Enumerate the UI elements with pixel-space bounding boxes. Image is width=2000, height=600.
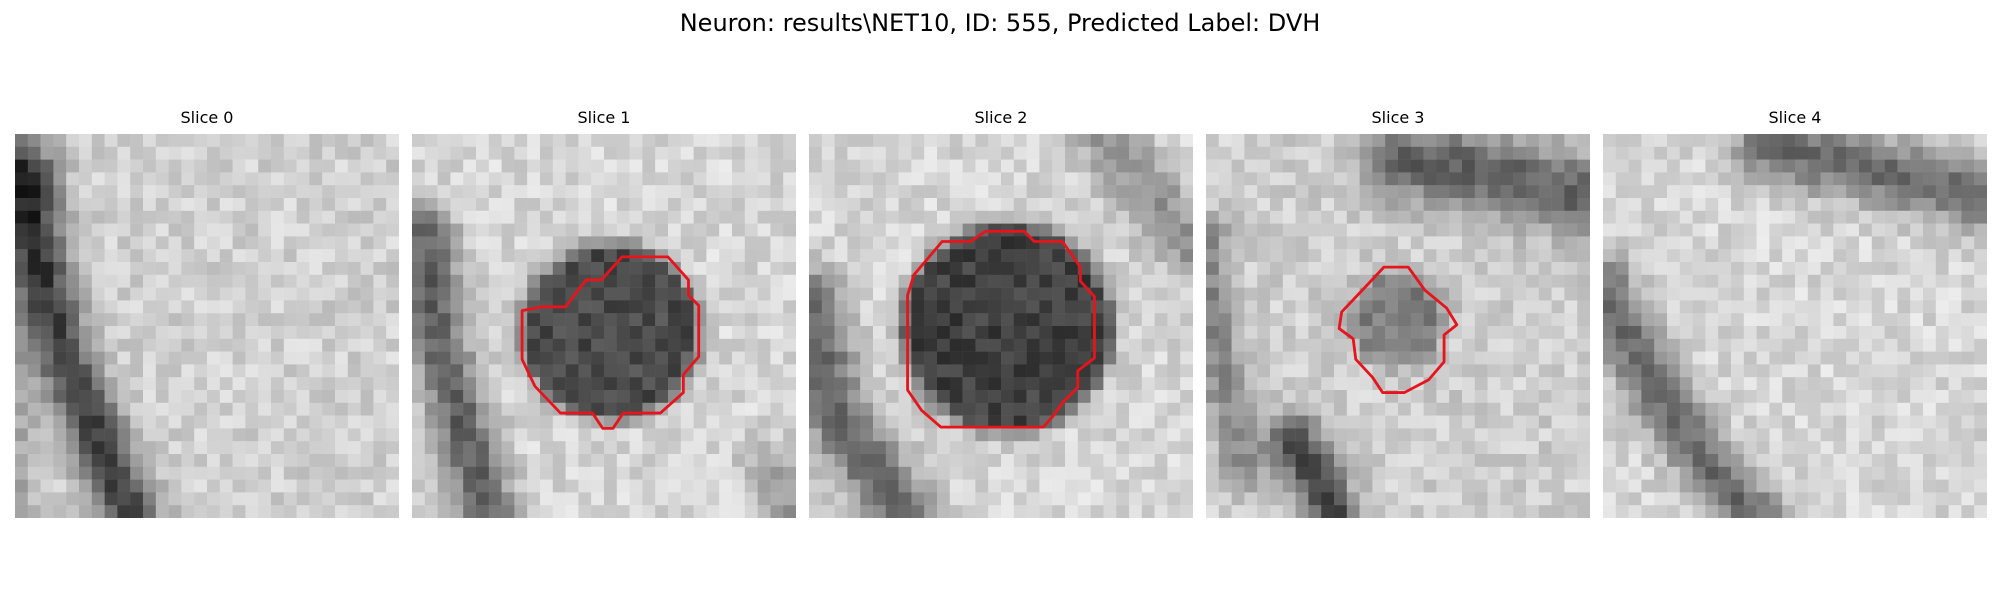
slice-title-2: Slice 2 (974, 108, 1028, 127)
slice-image-2 (809, 134, 1193, 518)
slice-panel-1: Slice 1 (412, 106, 796, 518)
slice-title-0: Slice 0 (180, 108, 234, 127)
slice-image-1 (412, 134, 796, 518)
neuron-contour-3 (1337, 265, 1459, 394)
slice-panel-2: Slice 2 (809, 106, 1193, 518)
slice-panel-0: Slice 0 (15, 106, 399, 518)
neuron-contour-2 (906, 229, 1096, 429)
figure-title: Neuron: results\NET10, ID: 555, Predicte… (679, 9, 1321, 37)
slice-title-4: Slice 4 (1768, 108, 1822, 127)
slice-panel-4: Slice 4 (1603, 106, 1987, 518)
slice-title-1: Slice 1 (577, 108, 631, 127)
neuron-contour-1 (520, 255, 701, 430)
slice-image-3 (1206, 134, 1590, 518)
slice-title-3: Slice 3 (1371, 108, 1425, 127)
slice-image-4 (1603, 134, 1987, 518)
slice-panel-3: Slice 3 (1206, 106, 1590, 518)
slice-image-0 (15, 134, 399, 518)
